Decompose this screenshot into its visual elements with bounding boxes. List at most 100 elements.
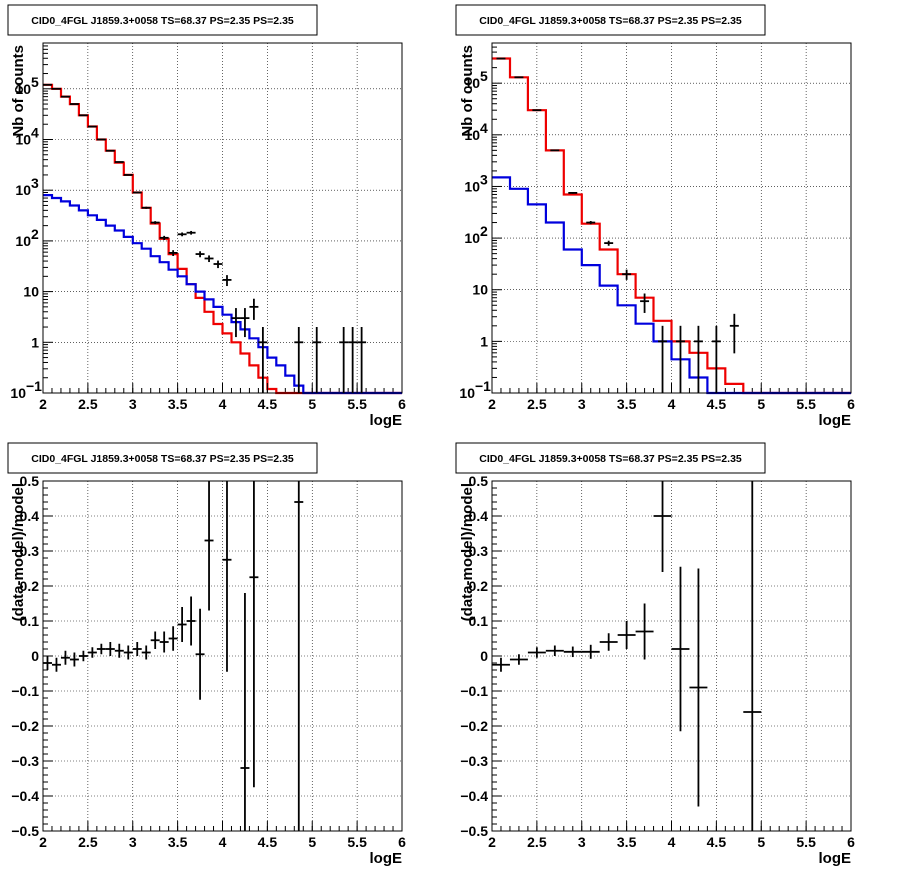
y-tick-exponent: 4 bbox=[480, 120, 488, 136]
y-tick-exponent: 5 bbox=[480, 68, 488, 84]
residual-point bbox=[635, 603, 654, 660]
y-tick-label: 10 bbox=[15, 81, 31, 97]
residual-point bbox=[186, 596, 196, 646]
x-tick-label: 4.5 bbox=[258, 834, 278, 850]
x-tick-label: 5.5 bbox=[796, 834, 816, 850]
x-tick-label: 3 bbox=[578, 834, 586, 850]
title-box bbox=[7, 442, 318, 474]
data-point bbox=[357, 327, 367, 393]
y-tick-label: 10 bbox=[10, 385, 26, 401]
title-box bbox=[455, 442, 766, 474]
x-axis-label: logE bbox=[370, 412, 403, 429]
y-tick-label: −0.1 bbox=[460, 683, 488, 699]
y-tick-exponent: 3 bbox=[31, 175, 39, 191]
data-point bbox=[604, 240, 614, 246]
residual-point bbox=[545, 645, 564, 656]
y-tick-label: 0.5 bbox=[20, 473, 40, 489]
residual-point bbox=[563, 646, 582, 658]
y-tick-exponent: 2 bbox=[31, 226, 39, 242]
x-tick-label: 3 bbox=[129, 834, 137, 850]
residual-point bbox=[249, 481, 259, 788]
y-tick-exponent: 5 bbox=[31, 74, 39, 90]
y-tick-label: −0.2 bbox=[460, 718, 488, 734]
data-point bbox=[177, 232, 187, 237]
y-tick-label: 0.1 bbox=[20, 613, 40, 629]
residual-point bbox=[509, 654, 528, 665]
y-tick-label: 0.4 bbox=[469, 508, 489, 524]
data-point bbox=[231, 308, 241, 338]
x-tick-label: 2.5 bbox=[527, 834, 547, 850]
y-axis-label: Nb of counts bbox=[10, 45, 27, 137]
x-tick-label: 4.5 bbox=[707, 396, 727, 412]
residual-point bbox=[294, 481, 304, 831]
data-point bbox=[586, 221, 596, 225]
y-tick-exponent: −1 bbox=[26, 378, 42, 394]
data-point bbox=[729, 313, 739, 354]
residual-point bbox=[105, 642, 115, 656]
y-tick-label: −0.1 bbox=[11, 683, 39, 699]
data-point bbox=[658, 325, 668, 393]
y-tick-label: −0.3 bbox=[11, 753, 39, 769]
y-tick-label: 10 bbox=[23, 284, 39, 300]
residual-point bbox=[123, 645, 133, 660]
x-tick-label: 3.5 bbox=[617, 834, 637, 850]
residual-point bbox=[492, 657, 510, 672]
residual-point bbox=[78, 650, 88, 662]
y-tick-label: 10 bbox=[15, 182, 31, 198]
y-tick-label: 1 bbox=[480, 333, 488, 349]
data-point bbox=[312, 327, 322, 393]
x-tick-label: 6 bbox=[398, 396, 406, 412]
y-tick-label: 1 bbox=[31, 334, 39, 350]
x-axis-label: logE bbox=[819, 412, 852, 429]
histogram-series-1 bbox=[43, 194, 402, 395]
x-tick-label: 2 bbox=[39, 834, 47, 850]
y-axis-label: (data-model)/model bbox=[459, 483, 476, 621]
x-tick-label: 4 bbox=[219, 834, 227, 850]
x-tick-label: 2 bbox=[488, 396, 496, 412]
residual-point bbox=[222, 481, 232, 672]
residual-point bbox=[43, 656, 52, 670]
x-tick-label: 3.5 bbox=[168, 396, 188, 412]
data-point bbox=[186, 230, 196, 235]
residual-point bbox=[96, 643, 106, 655]
x-tick-label: 5 bbox=[308, 834, 316, 850]
residual-point bbox=[168, 626, 178, 651]
residual-point bbox=[87, 647, 97, 658]
residual-point bbox=[527, 647, 546, 658]
residual-point bbox=[204, 481, 214, 611]
x-tick-label: 3.5 bbox=[168, 834, 188, 850]
residual-point bbox=[195, 608, 205, 700]
y-tick-label: 10 bbox=[464, 230, 480, 246]
data-point bbox=[640, 293, 650, 313]
data-point bbox=[711, 325, 721, 393]
residual-point bbox=[743, 481, 762, 831]
y-tick-label: 0.4 bbox=[20, 508, 40, 524]
y-tick-label: −0.5 bbox=[460, 823, 488, 839]
y-tick-label: 0.1 bbox=[469, 613, 489, 629]
x-tick-label: 5 bbox=[757, 396, 765, 412]
data-point bbox=[675, 325, 685, 393]
x-axis-label: logE bbox=[819, 850, 852, 867]
x-tick-label: 6 bbox=[847, 834, 855, 850]
residual-point bbox=[653, 481, 672, 572]
data-point bbox=[568, 192, 578, 194]
y-tick-label: −0.2 bbox=[11, 718, 39, 734]
x-tick-label: 4 bbox=[668, 834, 676, 850]
x-tick-label: 3 bbox=[578, 396, 586, 412]
data-point bbox=[339, 327, 349, 393]
residual-point bbox=[599, 633, 618, 651]
data-point bbox=[240, 308, 250, 338]
y-tick-label: 0.2 bbox=[20, 578, 40, 594]
y-tick-label: −0.3 bbox=[460, 753, 488, 769]
chart-title: CID0_4FGL J1859.3+0058 TS=68.37 PS=2.35 … bbox=[31, 15, 294, 27]
residual-point bbox=[177, 607, 187, 642]
y-tick-label: 0 bbox=[31, 648, 39, 664]
data-point bbox=[222, 275, 232, 287]
x-tick-label: 2 bbox=[39, 396, 47, 412]
data-point bbox=[550, 149, 560, 152]
data-point bbox=[204, 255, 214, 263]
y-tick-exponent: −1 bbox=[475, 378, 491, 394]
data-point bbox=[213, 260, 223, 269]
data-point bbox=[294, 327, 304, 393]
